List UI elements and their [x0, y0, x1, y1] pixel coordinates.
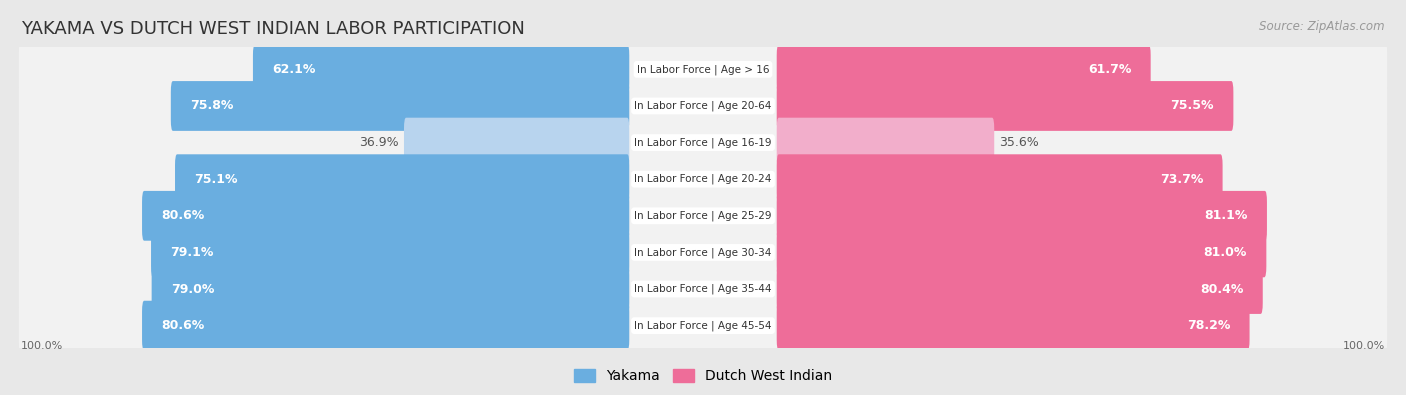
Legend: Yakama, Dutch West Indian: Yakama, Dutch West Indian	[568, 363, 838, 389]
Text: In Labor Force | Age > 16: In Labor Force | Age > 16	[637, 64, 769, 75]
Text: 36.9%: 36.9%	[360, 136, 399, 149]
FancyBboxPatch shape	[18, 261, 1388, 317]
Text: 80.6%: 80.6%	[162, 319, 205, 332]
Text: In Labor Force | Age 35-44: In Labor Force | Age 35-44	[634, 284, 772, 294]
Text: 62.1%: 62.1%	[273, 63, 315, 76]
FancyBboxPatch shape	[142, 191, 630, 241]
FancyBboxPatch shape	[776, 81, 1233, 131]
FancyBboxPatch shape	[18, 115, 1388, 170]
Text: In Labor Force | Age 20-64: In Labor Force | Age 20-64	[634, 101, 772, 111]
FancyBboxPatch shape	[18, 225, 1388, 280]
FancyBboxPatch shape	[170, 81, 630, 131]
Text: 75.5%: 75.5%	[1171, 100, 1215, 113]
FancyBboxPatch shape	[776, 118, 994, 167]
Text: 80.4%: 80.4%	[1201, 282, 1243, 295]
FancyBboxPatch shape	[776, 191, 1267, 241]
Text: 75.8%: 75.8%	[190, 100, 233, 113]
Text: 35.6%: 35.6%	[1000, 136, 1039, 149]
Text: 81.1%: 81.1%	[1205, 209, 1247, 222]
Text: In Labor Force | Age 20-24: In Labor Force | Age 20-24	[634, 174, 772, 184]
Text: Source: ZipAtlas.com: Source: ZipAtlas.com	[1260, 20, 1385, 33]
Text: YAKAMA VS DUTCH WEST INDIAN LABOR PARTICIPATION: YAKAMA VS DUTCH WEST INDIAN LABOR PARTIC…	[21, 20, 524, 38]
FancyBboxPatch shape	[776, 228, 1267, 277]
Text: 79.0%: 79.0%	[172, 282, 214, 295]
Text: 100.0%: 100.0%	[21, 341, 63, 351]
Text: In Labor Force | Age 45-54: In Labor Force | Age 45-54	[634, 320, 772, 331]
FancyBboxPatch shape	[152, 264, 630, 314]
Text: 75.1%: 75.1%	[194, 173, 238, 186]
FancyBboxPatch shape	[776, 264, 1263, 314]
FancyBboxPatch shape	[18, 188, 1388, 244]
FancyBboxPatch shape	[18, 41, 1388, 97]
FancyBboxPatch shape	[150, 228, 630, 277]
FancyBboxPatch shape	[404, 118, 630, 167]
FancyBboxPatch shape	[18, 298, 1388, 354]
FancyBboxPatch shape	[253, 45, 630, 94]
Text: 100.0%: 100.0%	[1343, 341, 1385, 351]
FancyBboxPatch shape	[776, 45, 1150, 94]
Text: In Labor Force | Age 30-34: In Labor Force | Age 30-34	[634, 247, 772, 258]
Text: In Labor Force | Age 25-29: In Labor Force | Age 25-29	[634, 211, 772, 221]
FancyBboxPatch shape	[174, 154, 630, 204]
Text: 78.2%: 78.2%	[1187, 319, 1230, 332]
Text: 80.6%: 80.6%	[162, 209, 205, 222]
FancyBboxPatch shape	[776, 301, 1250, 350]
FancyBboxPatch shape	[18, 78, 1388, 134]
Text: 61.7%: 61.7%	[1088, 63, 1132, 76]
FancyBboxPatch shape	[776, 154, 1223, 204]
Text: In Labor Force | Age 16-19: In Labor Force | Age 16-19	[634, 137, 772, 148]
FancyBboxPatch shape	[142, 301, 630, 350]
Text: 81.0%: 81.0%	[1204, 246, 1247, 259]
FancyBboxPatch shape	[18, 151, 1388, 207]
Text: 79.1%: 79.1%	[170, 246, 214, 259]
Text: 73.7%: 73.7%	[1160, 173, 1204, 186]
